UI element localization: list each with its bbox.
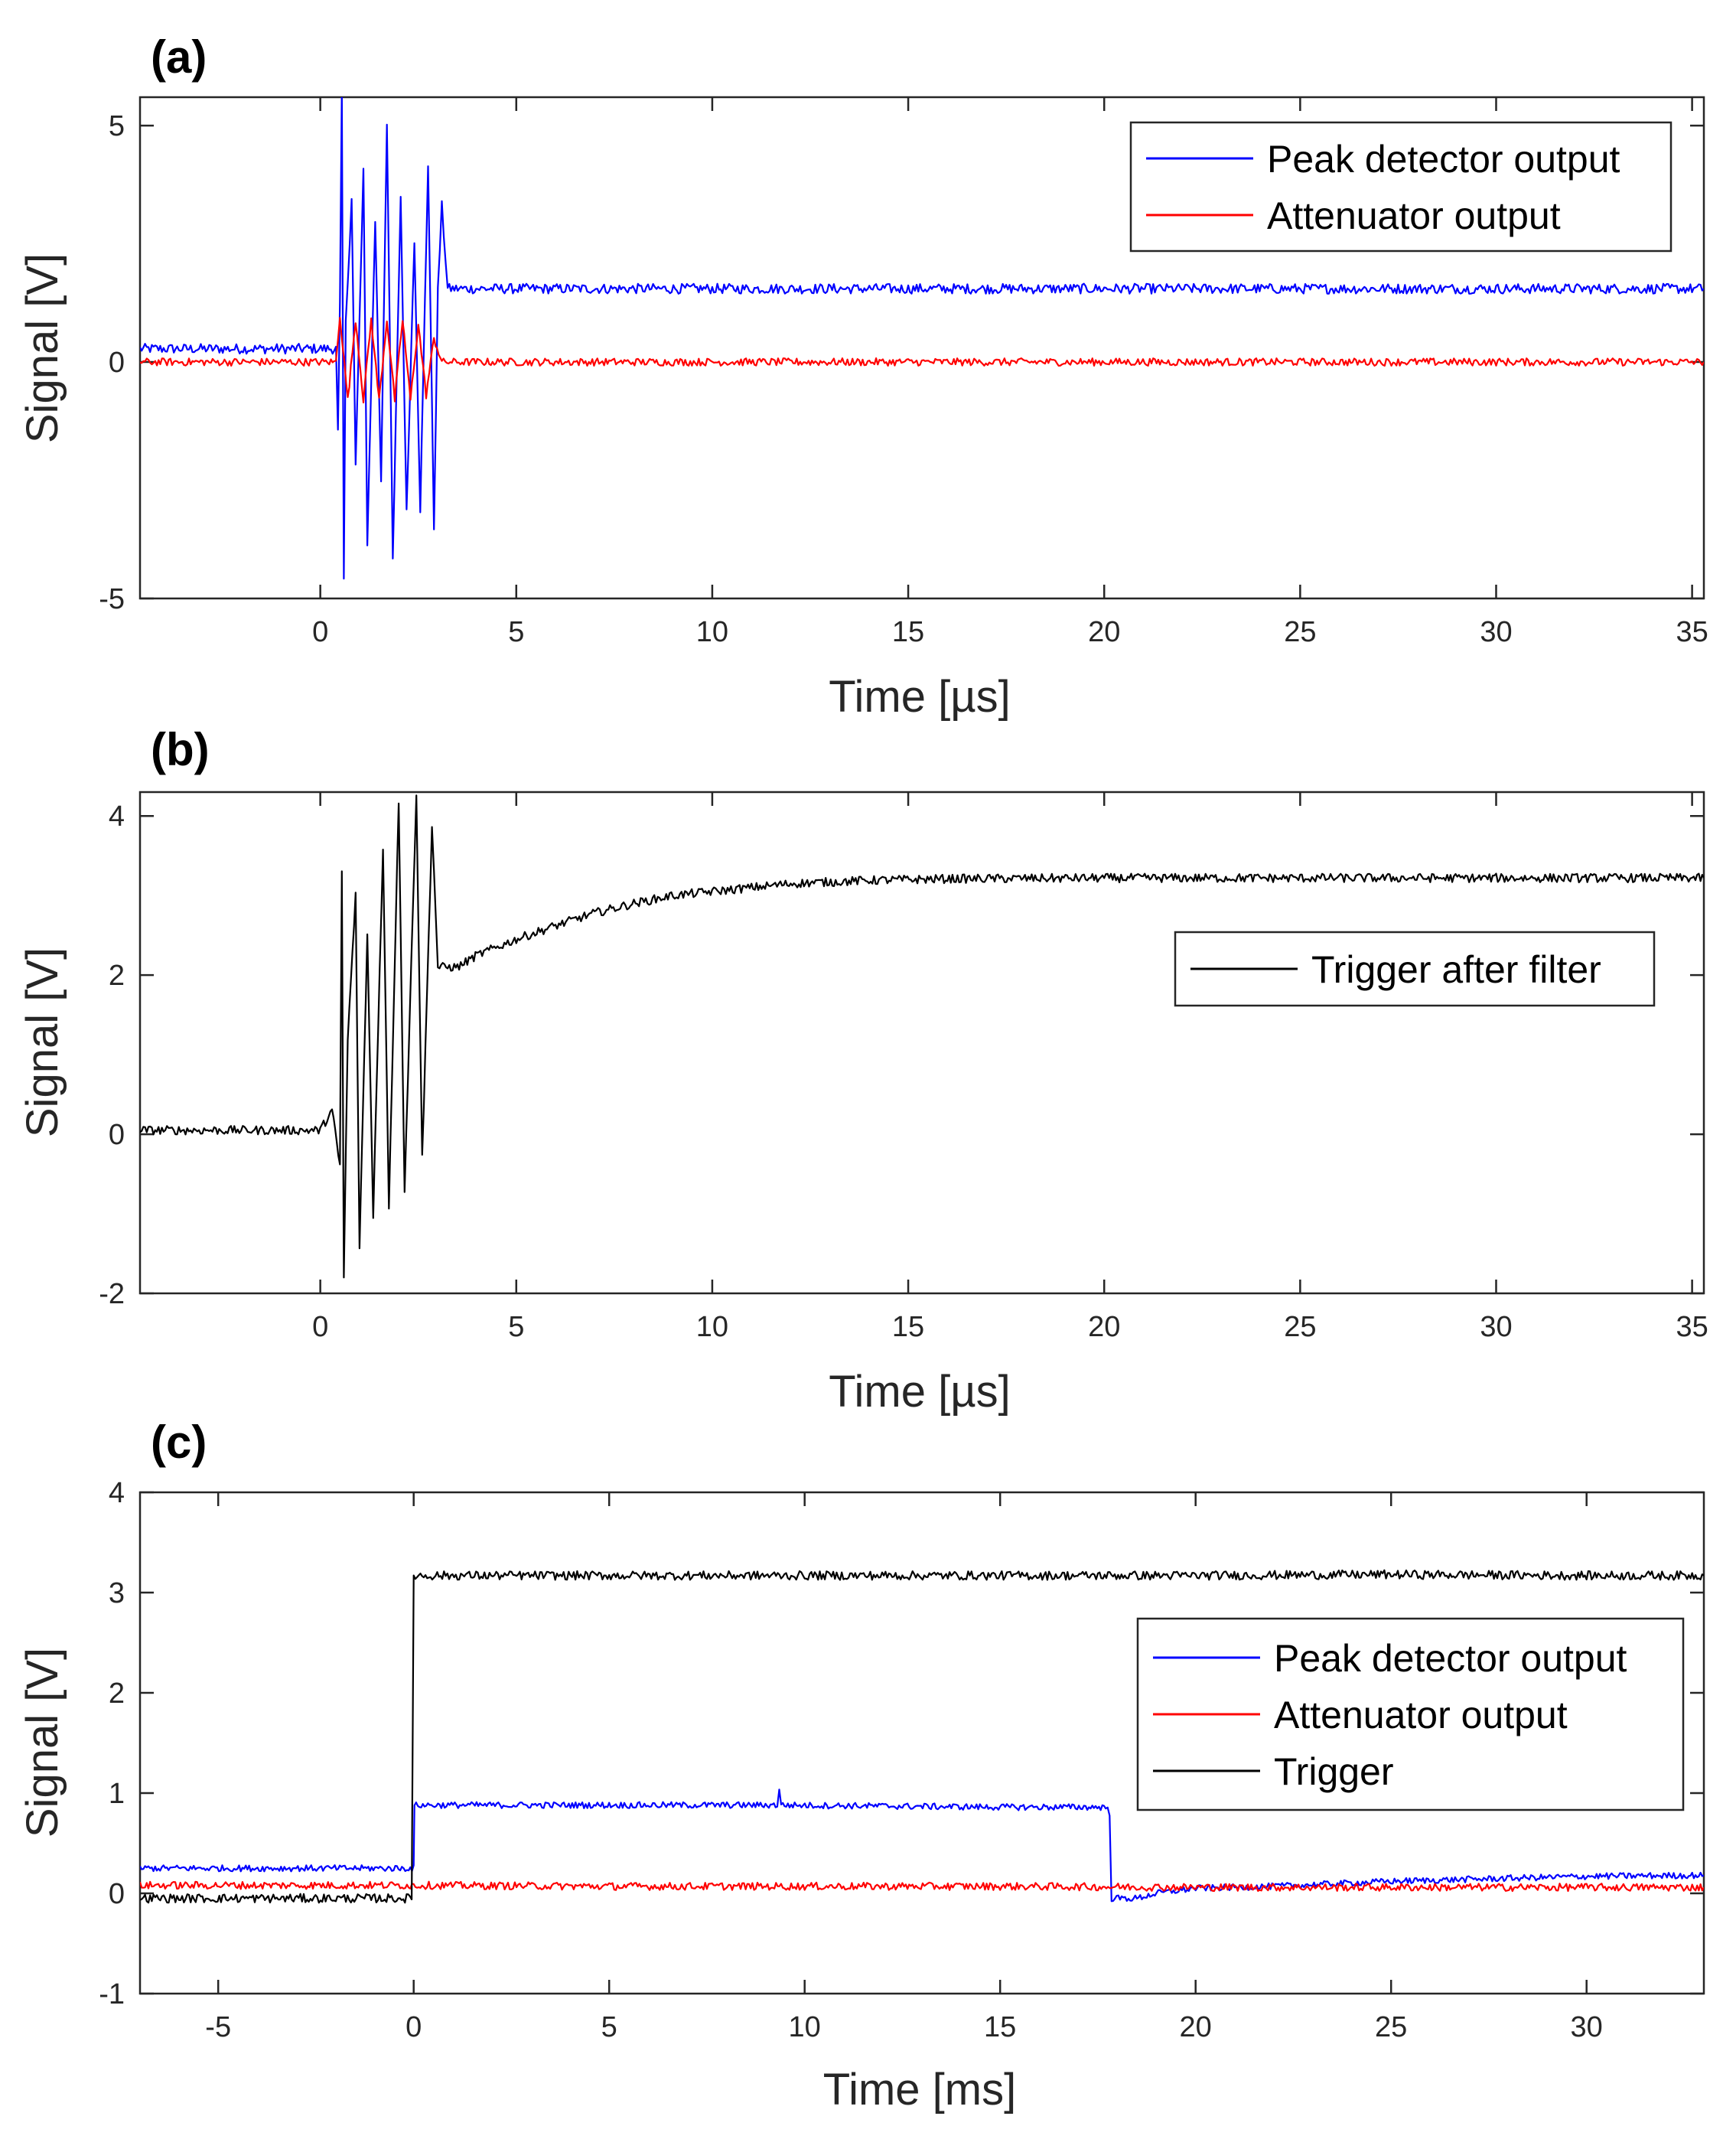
y-axis-label: Signal [V] xyxy=(18,253,67,443)
y-tick-label: 3 xyxy=(109,1577,125,1609)
x-tick-label: 15 xyxy=(892,1311,924,1343)
x-tick-label: 0 xyxy=(312,1311,328,1343)
series-line-1 xyxy=(140,1788,1704,1903)
y-axis-label: Signal [V] xyxy=(18,947,67,1137)
x-tick-label: 35 xyxy=(1676,616,1708,648)
x-tick-label: 25 xyxy=(1375,2011,1407,2043)
x-tick-label: 20 xyxy=(1088,616,1120,648)
axes-box xyxy=(138,791,1705,1295)
x-tick-label: 10 xyxy=(696,1311,728,1343)
x-tick-label: 20 xyxy=(1088,1311,1120,1343)
x-tick-label: 0 xyxy=(406,2011,422,2043)
y-tick-label: 4 xyxy=(109,1477,125,1509)
x-tick-label: 35 xyxy=(1676,1311,1708,1343)
x-tick-label: 0 xyxy=(312,616,328,648)
y-tick-label: -5 xyxy=(99,583,125,615)
x-tick-label: 15 xyxy=(984,2011,1016,2043)
x-tick-label: 25 xyxy=(1284,1311,1316,1343)
y-tick-label: 0 xyxy=(109,1878,125,1910)
x-tick-label: 20 xyxy=(1180,2011,1212,2043)
y-tick-label: 2 xyxy=(109,1678,125,1710)
legend-entry: Attenuator output xyxy=(1274,1694,1568,1736)
x-tick-label: 10 xyxy=(696,616,728,648)
x-tick-label: 30 xyxy=(1480,1311,1512,1343)
x-axis-label: Time [µs] xyxy=(829,672,1011,722)
y-tick-label: 1 xyxy=(109,1778,125,1810)
x-tick-label: -5 xyxy=(205,2011,231,2043)
y-axis-label: Signal [V] xyxy=(18,1648,67,1837)
legend-entry: Attenuator output xyxy=(1267,194,1561,237)
y-tick-label: 4 xyxy=(109,800,125,833)
series-line-3 xyxy=(140,1569,1704,1904)
series-line-2 xyxy=(140,317,1704,404)
x-tick-label: 10 xyxy=(789,2011,821,2043)
legend-box xyxy=(1129,121,1672,253)
series-line-1 xyxy=(140,97,1704,580)
legend: Peak detector output Attenuator output xyxy=(1129,121,1672,253)
x-tick-label: 5 xyxy=(508,1311,524,1343)
panel-1: 0 5 10 15 20 25 30 35 -5 0 5 Peak detector output At… xyxy=(18,31,1708,722)
legend-entry: Peak detector output xyxy=(1274,1637,1627,1680)
x-axis-label: Time [ms] xyxy=(823,2065,1016,2115)
y-tick-label: 0 xyxy=(109,347,125,379)
legend-entry: Peak detector output xyxy=(1267,138,1620,181)
y-tick-label: 2 xyxy=(109,960,125,992)
legend: Peak detector output Attenuator output Tri… xyxy=(1136,1617,1685,1811)
series-line-1 xyxy=(140,794,1704,1279)
y-tick-label: 0 xyxy=(109,1119,125,1151)
y-tick-label: -1 xyxy=(99,1978,125,2010)
x-tick-label: 5 xyxy=(508,616,524,648)
series-line-2 xyxy=(140,1880,1704,1893)
legend-entry: Trigger after filter xyxy=(1311,948,1601,991)
x-tick-label: 30 xyxy=(1571,2011,1603,2043)
legend-entry: Trigger xyxy=(1274,1750,1394,1793)
x-tick-label: 15 xyxy=(892,616,924,648)
panel-2: 0 5 10 15 20 25 30 35 -2 0 2 4 Trigger after filter T… xyxy=(18,724,1708,1417)
x-tick-label: 5 xyxy=(601,2011,617,2043)
legend: Trigger after filter xyxy=(1174,931,1656,1007)
panel-3: -5 0 5 10 15 20 25 30 -1 0 1 2 3 4 Peak detector outpu… xyxy=(18,1417,1705,2115)
x-tick-label: 30 xyxy=(1480,616,1512,648)
y-tick-label: 5 xyxy=(109,110,125,142)
y-tick-label: -2 xyxy=(99,1278,125,1310)
panel-label: (b) xyxy=(151,724,210,775)
x-tick-label: 25 xyxy=(1284,616,1316,648)
panel-label: (c) xyxy=(151,1417,207,1468)
panel-label: (a) xyxy=(151,31,207,83)
x-axis-label: Time [µs] xyxy=(829,1367,1011,1417)
